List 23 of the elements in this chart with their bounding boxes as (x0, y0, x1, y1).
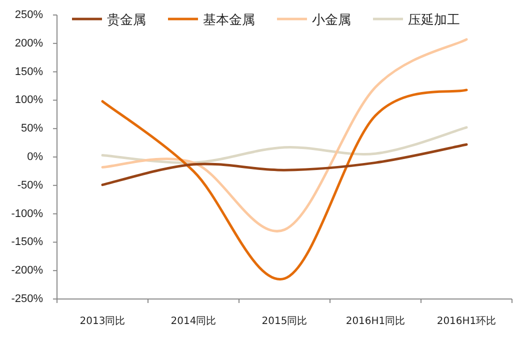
y-tick-label: 250% (14, 9, 44, 21)
x-tick-label: 2015同比 (262, 315, 308, 327)
legend-label: 小金属 (312, 13, 351, 28)
line-series (101, 88, 468, 280)
y-tick-label: 0% (27, 151, 44, 163)
y-tick-label: 100% (14, 94, 44, 106)
line-series (101, 143, 468, 186)
y-tick-label: -150% (11, 236, 44, 248)
y-tick-label: -50% (17, 179, 44, 192)
y-tick-label: 150% (14, 66, 44, 78)
y-tick-label: -250% (11, 293, 44, 305)
x-tick-label: 2016H1同比 (346, 315, 406, 327)
y-tick-label: -100% (11, 208, 44, 220)
y-tick-label: 200% (14, 37, 44, 50)
y-tick-label: -200% (11, 264, 44, 277)
x-tick-label: 2016H1环比 (436, 315, 496, 327)
y-tick-label: 50% (20, 122, 44, 135)
legend-label: 压延加工 (408, 13, 460, 28)
legend-label: 基本金属 (203, 13, 255, 28)
legend-label: 贵金属 (107, 13, 146, 28)
x-tick-label: 2013同比 (80, 315, 126, 327)
line-series (101, 126, 468, 164)
x-tick-label: 2014同比 (170, 315, 216, 327)
